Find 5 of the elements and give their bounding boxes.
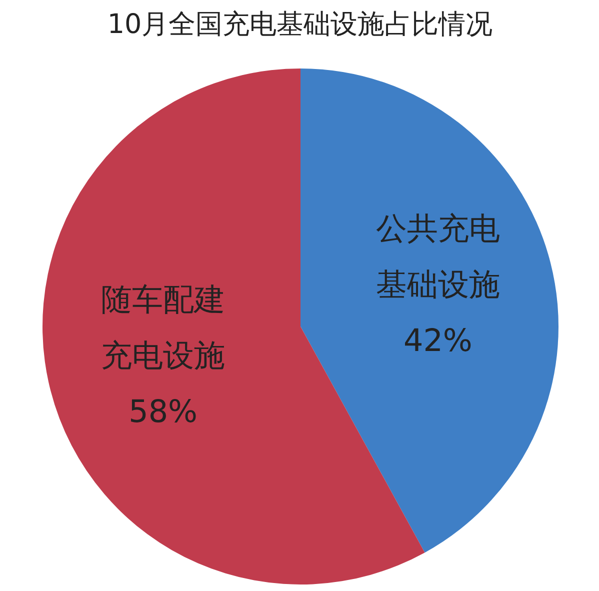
slice-label: 公共充电基础设施 — [376, 211, 500, 304]
slice-label: 随车配建充电设施 — [101, 282, 226, 374]
data-label: 58% — [128, 394, 198, 430]
data-label: 42% — [403, 323, 472, 360]
chart-title: 10月全国充电基础设施占比情况 — [107, 9, 493, 40]
